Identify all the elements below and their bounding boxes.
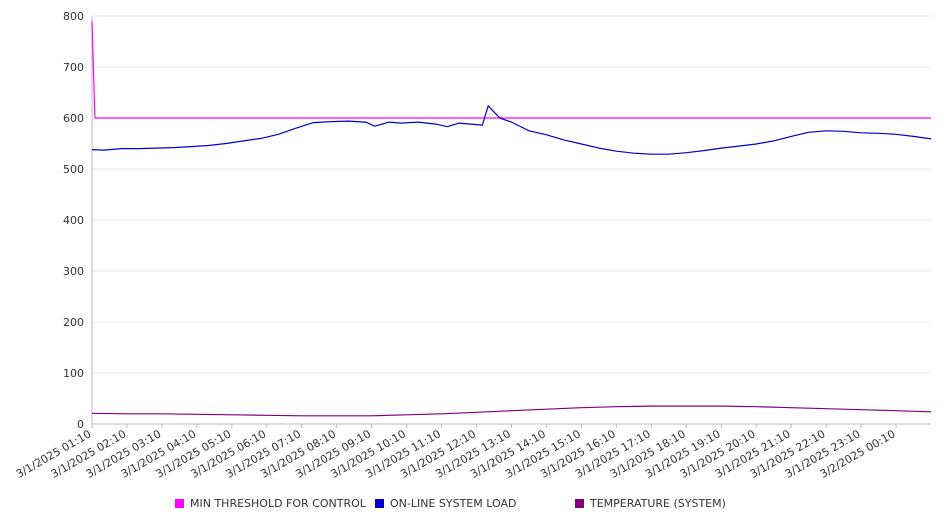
y-tick-label: 400 bbox=[63, 214, 84, 227]
legend-label-temperature: TEMPERATURE (SYSTEM) bbox=[590, 497, 726, 510]
series-line-min-threshold bbox=[91, 21, 931, 119]
legend-swatch-temperature bbox=[575, 499, 584, 508]
legend-item-system-load: ON-LINE SYSTEM LOAD bbox=[375, 497, 516, 510]
legend: MIN THRESHOLD FOR CONTROL ON-LINE SYSTEM… bbox=[0, 497, 946, 515]
legend-label-system-load: ON-LINE SYSTEM LOAD bbox=[390, 497, 517, 510]
series-line-temperature bbox=[91, 405, 932, 417]
legend-item-min-threshold: MIN THRESHOLD FOR CONTROL bbox=[175, 497, 366, 510]
y-tick-label: 100 bbox=[63, 367, 84, 380]
y-tick-label: 500 bbox=[63, 163, 84, 176]
legend-label-min-threshold: MIN THRESHOLD FOR CONTROL bbox=[190, 497, 366, 510]
y-tick-label: 800 bbox=[63, 10, 84, 23]
legend-item-temperature: TEMPERATURE (SYSTEM) bbox=[575, 497, 726, 510]
y-tick-label: 700 bbox=[63, 61, 84, 74]
y-tick-label: 0 bbox=[77, 418, 84, 431]
legend-swatch-system-load bbox=[375, 499, 384, 508]
y-tick-label: 200 bbox=[63, 316, 84, 329]
y-tick-label: 600 bbox=[63, 112, 84, 125]
series-line-system-load bbox=[91, 105, 932, 155]
y-tick-label: 300 bbox=[63, 265, 84, 278]
legend-swatch-min-threshold bbox=[175, 499, 184, 508]
